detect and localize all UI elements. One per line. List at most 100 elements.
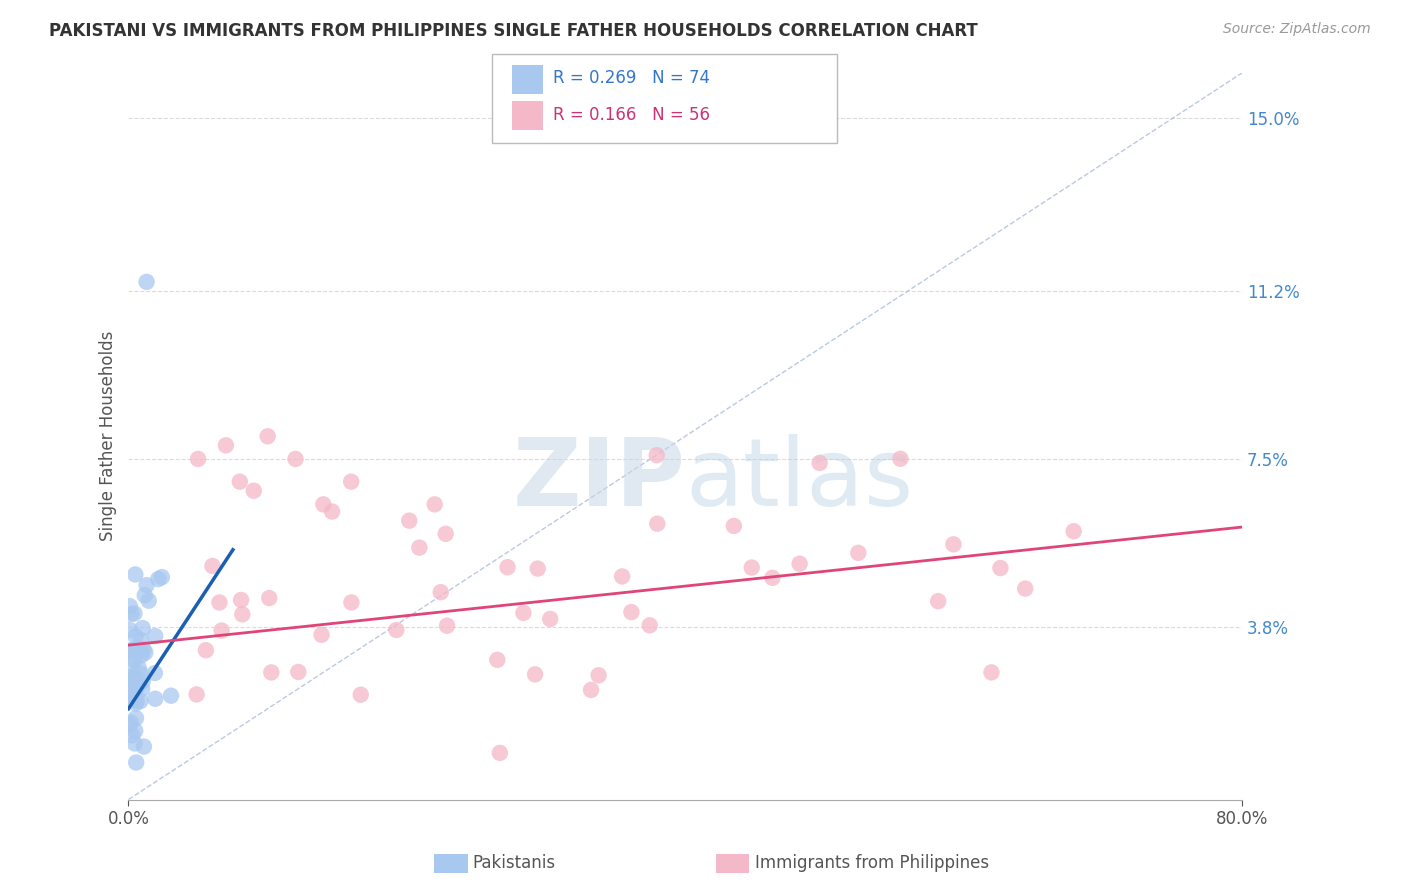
Point: [538, 612, 561, 626]
Point: [284, 452, 307, 467]
Point: [927, 594, 949, 608]
Point: [741, 560, 763, 574]
Point: [496, 560, 519, 574]
Point: [201, 558, 224, 573]
Text: Pakistanis: Pakistanis: [472, 855, 555, 872]
Point: [610, 569, 633, 583]
Point: [889, 451, 911, 466]
Point: [120, 689, 142, 703]
Point: [194, 643, 217, 657]
Point: [350, 688, 373, 702]
Point: [131, 621, 153, 635]
Point: [526, 561, 548, 575]
Point: [434, 526, 457, 541]
Text: ZIP: ZIP: [512, 434, 685, 526]
Point: [150, 570, 173, 584]
Point: [980, 665, 1002, 680]
Point: [231, 607, 253, 622]
Text: PAKISTANI VS IMMIGRANTS FROM PHILIPPINES SINGLE FATHER HOUSEHOLDS CORRELATION CH: PAKISTANI VS IMMIGRANTS FROM PHILIPPINES…: [49, 22, 979, 40]
Y-axis label: Single Father Households: Single Father Households: [100, 331, 117, 541]
Point: [127, 641, 149, 656]
Point: [436, 618, 458, 632]
Point: [125, 756, 148, 770]
Point: [134, 646, 156, 660]
Point: [489, 746, 512, 760]
Point: [129, 694, 152, 708]
Point: [808, 456, 831, 470]
Point: [124, 723, 146, 738]
Point: [125, 681, 148, 696]
Point: [340, 595, 363, 609]
Point: [761, 571, 783, 585]
Point: [620, 605, 643, 619]
Point: [120, 607, 142, 621]
Point: [125, 697, 148, 711]
Point: [129, 633, 152, 648]
Point: [160, 689, 183, 703]
Point: [229, 593, 252, 607]
Point: [211, 624, 233, 638]
Point: [138, 593, 160, 607]
Point: [122, 676, 145, 690]
Point: [125, 645, 148, 659]
Point: [143, 629, 166, 643]
Point: [287, 665, 309, 679]
Point: [638, 618, 661, 632]
Point: [723, 519, 745, 533]
Point: [118, 717, 141, 731]
Point: [340, 475, 363, 489]
Point: [124, 671, 146, 685]
Point: [124, 676, 146, 690]
Point: [120, 715, 142, 730]
Point: [118, 673, 141, 687]
Point: [242, 483, 264, 498]
Point: [385, 623, 408, 637]
Point: [148, 572, 170, 586]
Point: [312, 497, 335, 511]
Text: atlas: atlas: [685, 434, 914, 526]
Point: [260, 665, 283, 680]
Point: [127, 677, 149, 691]
Point: [121, 643, 143, 657]
Point: [118, 623, 141, 637]
Point: [588, 668, 610, 682]
Point: [215, 438, 238, 452]
Point: [524, 667, 547, 681]
Point: [1014, 582, 1036, 596]
Point: [132, 642, 155, 657]
Point: [121, 643, 143, 657]
Point: [321, 505, 343, 519]
Point: [120, 643, 142, 657]
Point: [122, 681, 145, 695]
Point: [124, 653, 146, 667]
Point: [423, 497, 446, 511]
Point: [187, 452, 209, 467]
Point: [118, 599, 141, 614]
Point: [990, 561, 1012, 575]
Point: [486, 653, 509, 667]
Point: [120, 657, 142, 671]
Point: [124, 736, 146, 750]
Point: [128, 642, 150, 657]
Point: [789, 557, 811, 571]
Point: [118, 690, 141, 704]
Point: [135, 578, 157, 592]
Point: [124, 567, 146, 582]
Point: [645, 516, 668, 531]
Point: [124, 687, 146, 701]
Point: [429, 585, 451, 599]
Point: [121, 691, 143, 706]
Point: [132, 674, 155, 689]
Text: Immigrants from Philippines: Immigrants from Philippines: [755, 855, 990, 872]
Point: [122, 686, 145, 700]
Point: [125, 711, 148, 725]
Point: [846, 546, 869, 560]
Point: [1063, 524, 1085, 539]
Point: [122, 674, 145, 689]
Text: R = 0.269   N = 74: R = 0.269 N = 74: [553, 70, 710, 87]
Point: [311, 628, 333, 642]
Point: [579, 682, 602, 697]
Point: [143, 665, 166, 680]
Text: Source: ZipAtlas.com: Source: ZipAtlas.com: [1223, 22, 1371, 37]
Point: [408, 541, 430, 555]
